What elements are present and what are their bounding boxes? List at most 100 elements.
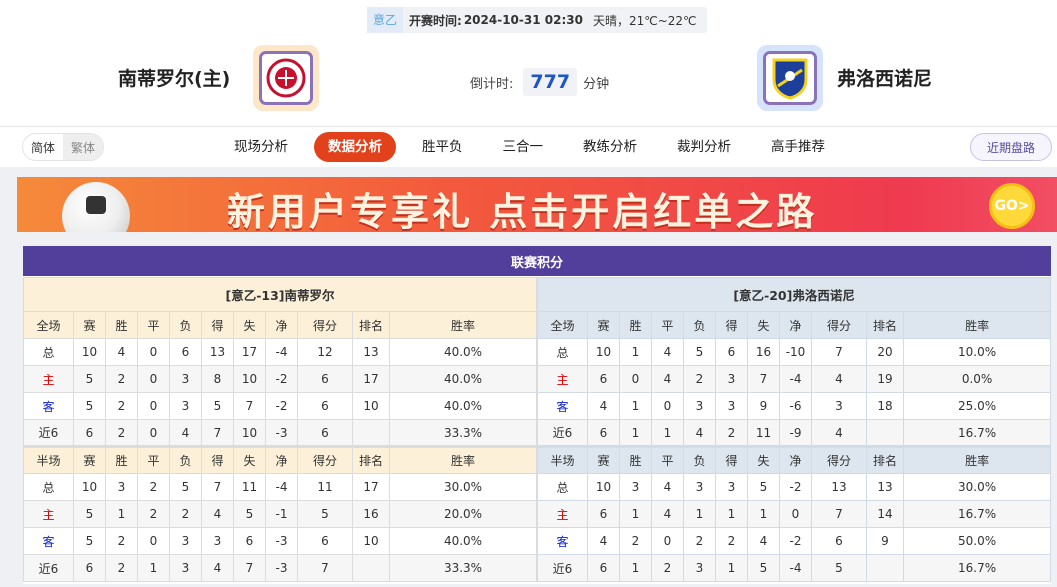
cell: -3 [265, 554, 298, 582]
tab-3[interactable]: 三合一 [502, 139, 544, 155]
column-header: 失 [747, 311, 780, 339]
league-link[interactable]: 意乙 [367, 7, 404, 33]
cell: 13 [352, 338, 390, 366]
table-row: 主 6 0 4 2 3 7 -4 4 19 0.0% [537, 365, 1052, 393]
cell: 9 [747, 392, 780, 420]
cell: 0.0% [902, 365, 1052, 393]
cell: 3 [683, 554, 716, 582]
table-row: 近6 6 2 1 3 4 7 -3 7 33.3% [23, 554, 538, 582]
row-label: 总 [23, 338, 74, 366]
cell: 10 [352, 527, 390, 555]
kickoff-time: 2024-10-31 02:30 [463, 13, 583, 27]
column-header: 平 [137, 311, 170, 339]
row-label: 客 [537, 527, 588, 555]
away-team-name[interactable]: 弗洛西诺尼 [837, 68, 933, 90]
cell: 5 [73, 365, 106, 393]
cell: 4 [683, 419, 716, 447]
cell: 5 [747, 554, 780, 582]
away-team-logo[interactable] [757, 45, 823, 111]
cell: 1 [105, 500, 138, 528]
cell: 5 [73, 392, 106, 420]
go-button[interactable]: GO> [989, 183, 1035, 229]
tab-1[interactable]: 数据分析 [314, 132, 396, 162]
cell: 3 [683, 392, 716, 420]
cell: 7 [201, 473, 234, 501]
row-label: 总 [537, 338, 588, 366]
tab-2[interactable]: 胜平负 [422, 139, 463, 155]
cell: -3 [265, 419, 298, 447]
cell: 4 [105, 338, 138, 366]
column-header: 胜 [105, 311, 138, 339]
cell: 10 [233, 419, 266, 447]
row-label: 客 [23, 527, 74, 555]
column-header: 负 [169, 311, 202, 339]
cell: -2 [265, 392, 298, 420]
half-header-row: 半场赛胜平负得失净得分 排名 胜率 [537, 445, 1052, 474]
cell: 2 [619, 527, 652, 555]
cell: 10 [73, 338, 106, 366]
tab-4[interactable]: 教练分析 [583, 139, 637, 155]
cell: 0 [779, 500, 812, 528]
cell: 5 [233, 500, 266, 528]
team-rank-title: [意乙-20]弗洛西诺尼 [536, 277, 1052, 312]
column-header: 负 [683, 445, 716, 474]
lang-simplified[interactable]: 简体 [30, 140, 55, 155]
cell: 5 [683, 338, 716, 366]
cell: -4 [779, 554, 812, 582]
column-header: 赛 [73, 311, 106, 339]
cell: 1 [715, 554, 748, 582]
column-header: 得 [715, 445, 748, 474]
language-toggle[interactable]: 简体 繁体 [22, 133, 104, 161]
tab-5[interactable]: 裁判分析 [677, 139, 731, 155]
column-header: 负 [683, 311, 716, 339]
cell: 5 [297, 500, 353, 528]
row-label: 近6 [23, 554, 74, 582]
cell: 1 [619, 392, 652, 420]
cell: 5 [747, 473, 780, 501]
cell: 4 [169, 419, 202, 447]
column-header: 失 [233, 445, 266, 474]
cell: 2 [683, 527, 716, 555]
cell: 2 [169, 500, 202, 528]
cell: 6 [297, 419, 353, 447]
lang-traditional[interactable]: 繁体 [63, 134, 103, 160]
home-team-name[interactable]: 南蒂罗尔(主) [118, 68, 231, 90]
home-crest-icon [266, 58, 306, 98]
column-header: 胜率 [902, 311, 1052, 339]
cell: -4 [265, 338, 298, 366]
row-label: 近6 [23, 419, 74, 447]
cell: -4 [265, 473, 298, 501]
cell: 1 [747, 500, 780, 528]
promo-banner[interactable]: 新用户专享礼 点击开启红单之路 GO> [17, 177, 1057, 232]
cell: 17 [352, 473, 390, 501]
cell: 14 [866, 500, 904, 528]
column-header: 平 [137, 445, 170, 474]
cell: -2 [265, 365, 298, 393]
column-header: 得 [715, 311, 748, 339]
cell: 7 [233, 554, 266, 582]
table-row: 客 4 2 0 2 2 4 -2 6 9 50.0% [537, 527, 1052, 555]
tab-0[interactable]: 现场分析 [234, 139, 288, 155]
column-header: 半场 [537, 445, 588, 474]
cell: 6 [811, 527, 867, 555]
home-team-logo[interactable] [253, 45, 319, 111]
cell: 0 [137, 419, 170, 447]
tab-6[interactable]: 高手推荐 [771, 139, 825, 155]
cell: 3 [715, 392, 748, 420]
cell: 3 [715, 365, 748, 393]
column-header: 平 [651, 311, 684, 339]
countdown: 倒计时: 777 分钟 [470, 68, 609, 96]
weather: 天晴，21℃~22℃ [592, 13, 697, 28]
countdown-value: 777 [523, 68, 578, 96]
half-header-row: 半场赛胜平负得失净得分 排名 胜率 [23, 445, 538, 474]
cell: 13 [811, 473, 867, 501]
table-row: 客 5 2 0 3 3 6 -3 6 10 40.0% [23, 527, 538, 555]
cell: 1 [715, 500, 748, 528]
cell: 16.7% [902, 554, 1052, 582]
cell [866, 554, 904, 582]
full-header-row: 全场赛胜平负得失净得分 排名 胜率 [537, 311, 1052, 339]
column-header: 胜 [619, 445, 652, 474]
recent-handicap-button[interactable]: 近期盘路 [970, 133, 1052, 161]
table-row: 总 10 3 2 5 7 11 -4 11 17 30.0% [23, 473, 538, 501]
cell: 3 [169, 527, 202, 555]
